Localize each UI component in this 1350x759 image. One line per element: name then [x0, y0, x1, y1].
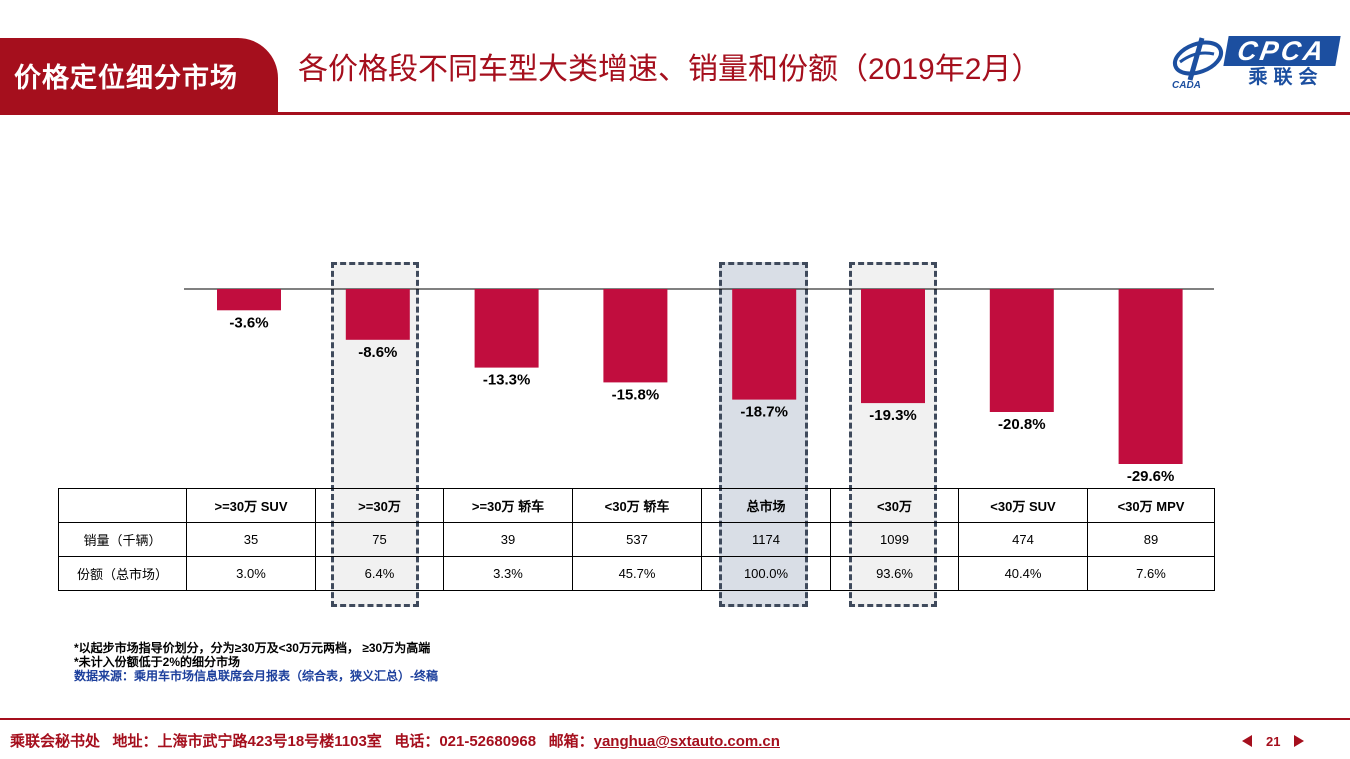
- footer-phone: 电话：021-52680968: [394, 733, 537, 750]
- next-page-icon[interactable]: [1294, 735, 1305, 747]
- table-row-label: 份额（总市场）: [58, 556, 187, 591]
- table-cell: 6.4%: [315, 556, 444, 591]
- table-header-cell: <30万 轿车: [572, 488, 702, 523]
- cpca-logo: CADA CPCA 乘联会: [1162, 30, 1342, 94]
- bar: [217, 289, 281, 311]
- footnote-1: *以起步市场指导价划分，分为≥30万及<30万元两档， ≥30万为高端: [74, 641, 431, 655]
- table-cell: 75: [315, 522, 444, 557]
- table-cell: 3.3%: [443, 556, 573, 591]
- data-source-note: 数据来源：乘用车市场信息联席会月报表（综合表，狭义汇总）-终稿: [74, 669, 438, 683]
- cpca-logo-cn: 乘联会: [1248, 67, 1324, 88]
- table-cell: 7.6%: [1087, 556, 1215, 591]
- prev-page-icon[interactable]: [1242, 735, 1252, 747]
- cada-mark-text: CADA: [1172, 80, 1201, 90]
- footer-contact: 乘联会秘书处 地址：上海市武宁路423号18号楼1103室 电话：021-526…: [10, 732, 780, 752]
- bar-value-label: -8.6%: [358, 344, 397, 361]
- bar-value-label: -19.3%: [869, 407, 917, 424]
- footer-email-link[interactable]: yanghua@sxtauto.com.cn: [593, 733, 780, 750]
- table-cell: 89: [1087, 522, 1215, 557]
- bar: [474, 289, 539, 368]
- table-cell: 1174: [701, 522, 831, 557]
- table-header-cell: >=30万: [315, 488, 444, 523]
- table-header-cell: >=30万 SUV: [186, 488, 316, 523]
- bar-value-label: -15.8%: [612, 386, 660, 403]
- table-cell: 39: [443, 522, 573, 557]
- bar: [732, 289, 797, 400]
- section-tab: 价格定位细分市场: [0, 38, 278, 112]
- bar: [345, 289, 410, 340]
- footnotes: *以起步市场指导价划分，分为≥30万及<30万元两档， ≥30万为高端 *未计入…: [74, 641, 438, 683]
- table-cell: 35: [186, 522, 316, 557]
- table-cell: 93.6%: [830, 556, 959, 591]
- table-cell: 3.0%: [186, 556, 316, 591]
- table-cell: 1099: [830, 522, 959, 557]
- footer-org: 乘联会秘书处: [10, 733, 101, 750]
- bar: [989, 289, 1054, 412]
- footnote-2: *未计入份额低于2%的细分市场: [74, 655, 241, 669]
- bar-value-label: -20.8%: [998, 416, 1046, 433]
- table-header-cell: >=30万 轿车: [443, 488, 573, 523]
- sales-share-table: >=30万 SUV >=30万 >=30万 轿车 <30万 轿车 总市场 <30…: [58, 488, 1215, 591]
- table-header-cell: 总市场: [701, 488, 831, 523]
- page-number: 21: [1266, 733, 1281, 749]
- cada-logo-icon: CADA: [1172, 37, 1224, 90]
- bar: [603, 289, 668, 383]
- footer-email-label: 邮箱：: [548, 733, 594, 750]
- table-row-label: 销量（千辆）: [58, 522, 187, 557]
- bar-value-label: -18.7%: [740, 404, 788, 421]
- bar-value-label: -13.3%: [483, 372, 531, 389]
- bar: [1118, 289, 1183, 464]
- bar-value-label: -3.6%: [229, 314, 268, 331]
- table-cell: 100.0%: [701, 556, 831, 591]
- footer-divider: [0, 718, 1350, 720]
- table-header-row: >=30万 SUV >=30万 >=30万 轿车 <30万 轿车 总市场 <30…: [58, 488, 1215, 523]
- table-cell: 45.7%: [572, 556, 702, 591]
- bar: [861, 289, 925, 404]
- footer-address: 地址：上海市武宁路423号18号楼1103室: [112, 733, 382, 750]
- slide-title: 各价格段不同车型大类增速、销量和份额（2019年2月）: [298, 53, 1042, 86]
- bar-value-label: -29.6%: [1127, 468, 1175, 485]
- table-cell: 474: [958, 522, 1088, 557]
- table-row-share: 份额（总市场） 3.0% 6.4% 3.3% 45.7% 100.0% 93.6…: [58, 556, 1215, 591]
- table-row-sales: 销量（千辆） 35 75 39 537 1174 1099 474 89: [58, 522, 1215, 557]
- table-cell: 40.4%: [958, 556, 1088, 591]
- table-cell: 537: [572, 522, 702, 557]
- table-header-cell: <30万: [830, 488, 959, 523]
- header-divider: [0, 112, 1350, 115]
- table-header-cell: <30万 SUV: [958, 488, 1088, 523]
- page-navigation: 21: [1242, 732, 1305, 750]
- table-header-cell: <30万 MPV: [1087, 488, 1215, 523]
- table-header-cell: [58, 488, 187, 523]
